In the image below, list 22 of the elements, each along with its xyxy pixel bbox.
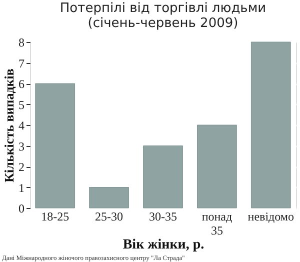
x-axis-title: Вік жінки, р. <box>122 238 204 252</box>
y-axis-title: Кількість випадків <box>2 68 16 182</box>
bar <box>35 83 76 208</box>
x-tick-label: 25-30 <box>95 210 124 224</box>
x-tick-label: 18-25 <box>41 210 70 224</box>
chart-title: Потерпілі від торгівлі людьми (січень-червень 2009) <box>60 1 266 31</box>
x-tick-label: 30-35 <box>149 210 177 224</box>
y-tick-label: 4 <box>18 118 24 132</box>
y-tick-label: 2 <box>18 160 24 174</box>
x-tick-label: невідомо <box>248 210 294 224</box>
bar <box>250 42 291 208</box>
y-tick-label: 3 <box>18 139 24 154</box>
y-tick-label: 5 <box>18 98 24 112</box>
y-tick-label: 7 <box>18 56 24 70</box>
x-tick-label: понад 35 <box>202 210 232 238</box>
y-tick-label: 0 <box>18 202 24 216</box>
bar <box>89 187 129 208</box>
bar <box>197 124 237 208</box>
bar <box>143 146 183 208</box>
y-tick-label: 8 <box>18 36 24 50</box>
y-tick-label: 6 <box>18 77 24 91</box>
y-tick-label: 1 <box>18 180 24 195</box>
